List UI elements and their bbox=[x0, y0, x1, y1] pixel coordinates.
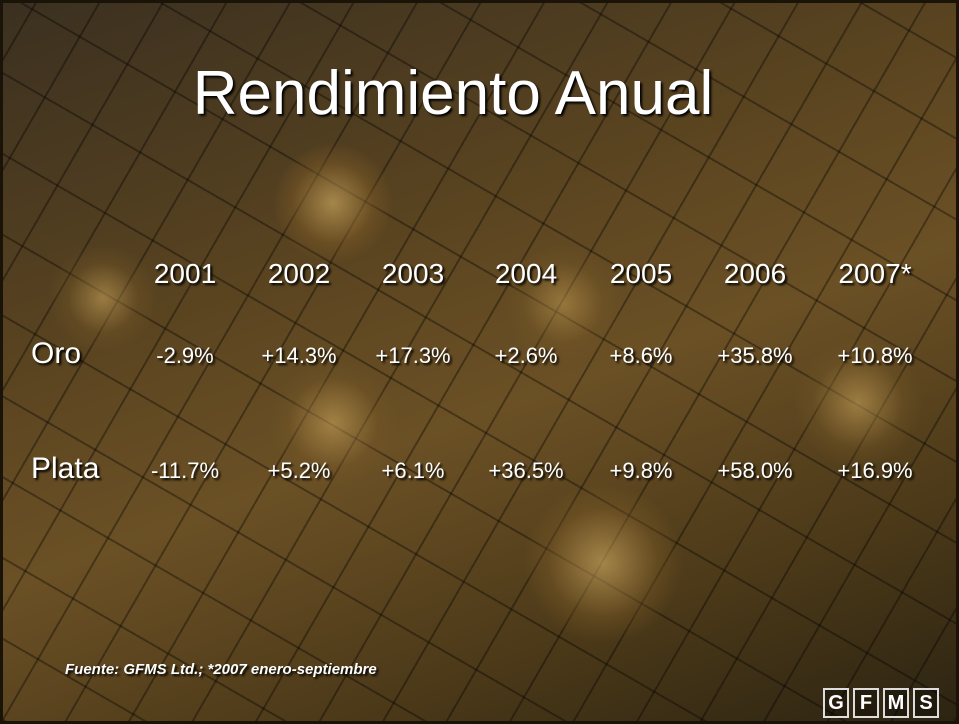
slide-title: Rendimiento Anual bbox=[192, 59, 714, 128]
table-cell: -2.9% bbox=[156, 343, 214, 368]
table-cell: +14.3% bbox=[261, 343, 337, 368]
column-header: 2004 bbox=[494, 258, 558, 289]
table-cell: +36.5% bbox=[488, 458, 564, 483]
column-header: 2006 bbox=[723, 258, 787, 289]
column-header: 2003 bbox=[381, 258, 445, 289]
logo-letter: G bbox=[823, 688, 849, 718]
column-header: 2005 bbox=[609, 258, 673, 289]
row-label: Oro bbox=[31, 337, 82, 370]
table-cell: +16.9% bbox=[837, 458, 913, 483]
table-cell: +6.1% bbox=[381, 458, 445, 483]
table-cell: +5.2% bbox=[267, 458, 331, 483]
table-cell: -11.7% bbox=[150, 458, 220, 483]
column-header: 2001 bbox=[153, 258, 217, 289]
table-cell: +58.0% bbox=[717, 458, 793, 483]
table-cell: +17.3% bbox=[375, 343, 451, 368]
table-cell: +2.6% bbox=[494, 343, 558, 368]
table-cell: +9.8% bbox=[609, 458, 673, 483]
table-cell: +10.8% bbox=[837, 343, 913, 368]
column-header: 2007* bbox=[838, 258, 912, 289]
table-cell: +8.6% bbox=[609, 343, 673, 368]
logo-letter: S bbox=[913, 688, 939, 718]
logo-letter: M bbox=[883, 688, 909, 718]
row-label: Plata bbox=[31, 452, 100, 485]
column-header: 2002 bbox=[267, 258, 331, 289]
logo-letter: F bbox=[853, 688, 879, 718]
source-note: Fuente: GFMS Ltd.; *2007 enero-septiembr… bbox=[65, 661, 377, 678]
table-cell: +35.8% bbox=[717, 343, 793, 368]
